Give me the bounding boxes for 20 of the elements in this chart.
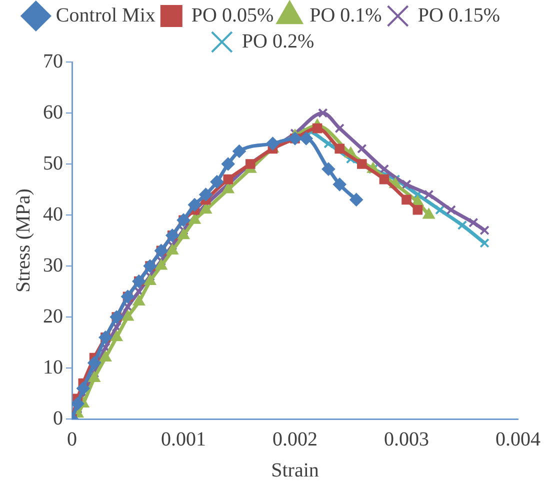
y-tick-label: 10 xyxy=(43,356,63,378)
y-axis-title: Stress (MPa) xyxy=(12,188,34,292)
x-tick-label: 0.001 xyxy=(161,428,206,450)
y-tick-label: 70 xyxy=(43,50,63,72)
y-tick-label: 60 xyxy=(43,101,63,124)
y-tick-label: 50 xyxy=(43,152,63,174)
x-tick-label: 0.004 xyxy=(496,428,540,450)
y-tick-label: 20 xyxy=(43,305,63,328)
legend-label: Control Mix xyxy=(56,4,156,26)
x-axis-title: Strain xyxy=(271,459,319,482)
legend-label: PO 0.15% xyxy=(418,4,500,26)
x-tick-label: 0.002 xyxy=(272,428,318,450)
legend-label: PO 0.05% xyxy=(191,4,274,26)
y-tick-label: 0 xyxy=(53,407,63,430)
y-tick-label: 40 xyxy=(43,203,63,226)
x-tick-label: 0.003 xyxy=(384,428,429,450)
legend-label: PO 0.2% xyxy=(242,30,314,52)
y-tick-label: 30 xyxy=(43,254,63,276)
x-tick-label: 0 xyxy=(67,428,77,450)
legend-label: PO 0.1% xyxy=(310,4,382,26)
